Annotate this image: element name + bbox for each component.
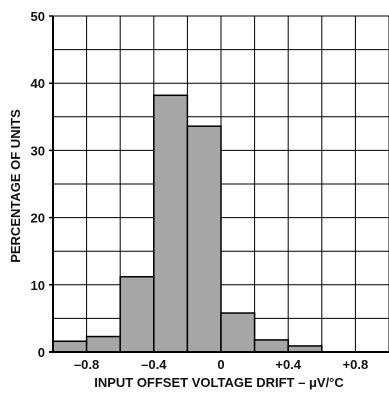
histogram-bar	[153, 94, 189, 353]
x-tick-labels: –0.8 –0.4 0 +0.4 +0.8	[74, 357, 368, 372]
x-tick-label: –0.8	[74, 357, 99, 372]
plot-frame	[49, 16, 389, 353]
histogram-bar	[85, 335, 121, 353]
histogram-bar	[119, 275, 155, 353]
x-tick-label: +0.4	[275, 357, 301, 372]
y-tick-labels: 0 10 20 30 40 50	[31, 9, 53, 360]
y-tick-label: 50	[31, 9, 45, 24]
y-tick-label: 10	[31, 278, 45, 293]
histogram-bar	[253, 339, 289, 353]
y-axis-title: PERCENTAGE OF UNITS	[8, 109, 23, 263]
x-tick-label: 0	[217, 357, 224, 372]
histogram-bar	[52, 340, 88, 353]
y-tick-label: 40	[31, 76, 45, 91]
histogram-bar	[220, 312, 256, 353]
histogram-bar	[186, 125, 222, 353]
y-tick-label: 20	[31, 211, 45, 226]
x-tick-label: –0.4	[141, 357, 167, 372]
y-tick-label: 30	[31, 143, 45, 158]
bars-group	[52, 94, 323, 353]
x-axis-title: INPUT OFFSET VOLTAGE DRIFT – μV/°C	[94, 375, 344, 390]
y-tick-label: 0	[38, 345, 45, 360]
x-tick-label: +0.8	[343, 357, 369, 372]
